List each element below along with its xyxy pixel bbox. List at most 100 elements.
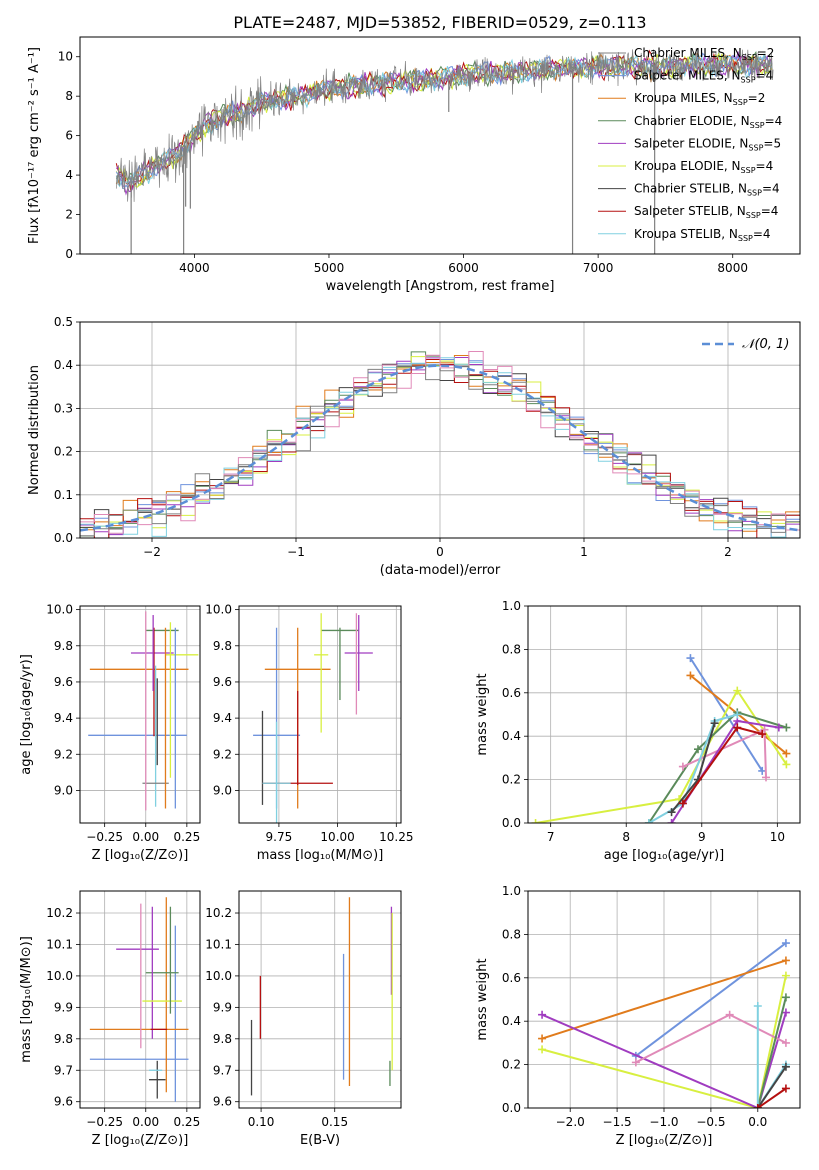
plus-marker xyxy=(686,654,695,663)
legend-entry: Salpeter STELIB, NSSP=4 xyxy=(634,204,778,220)
y-tick-label: 9.6 xyxy=(213,675,232,689)
weight-line xyxy=(541,1012,787,1108)
legend-text: Chabrier MILES, N xyxy=(634,46,742,60)
legend-tail: =2 xyxy=(748,91,766,105)
plus-marker xyxy=(667,819,676,823)
legend-tail: =4 xyxy=(756,159,774,173)
y-axis-label: Normed distribution xyxy=(27,365,42,495)
legend-tail: =4 xyxy=(762,182,780,196)
plus-marker xyxy=(781,993,790,1002)
legend-subscript: SSP xyxy=(748,143,763,152)
y-tick-label: 9.2 xyxy=(213,747,232,761)
x-tick-label: −1.5 xyxy=(603,1115,632,1129)
plot-area xyxy=(531,654,791,823)
y-tick-label: 0.0 xyxy=(54,531,73,545)
y-tick-label: 10.1 xyxy=(205,937,232,951)
weight-line xyxy=(635,942,787,1057)
y-tick-label: 0.5 xyxy=(54,315,73,329)
x-tick-label: 8 xyxy=(622,830,630,844)
y-tick-label: 0.6 xyxy=(502,971,521,985)
plus-marker xyxy=(531,819,540,823)
x-tick-label: 0.10 xyxy=(248,1115,275,1129)
legend-entry: 𝒩(0, 1) xyxy=(742,337,789,352)
plus-marker xyxy=(694,745,702,754)
axes-frame xyxy=(79,890,201,1109)
y-tick-label: 0.2 xyxy=(54,445,73,459)
y-tick-label: 10.0 xyxy=(205,603,232,617)
y-tick-label: 8 xyxy=(65,89,73,103)
panel-Z-mass: −0.25 0.00 0.25 9.6 9.7 9.8 9.9 10.0 10.1 10.2 Z [… xyxy=(19,890,201,1148)
legend-text: Salpeter STELIB, N xyxy=(634,204,746,218)
y-tick-label: 2 xyxy=(65,208,73,222)
y-axis-label: mass weight xyxy=(475,673,490,755)
x-tick-label: −0.25 xyxy=(86,830,123,844)
y-tick-label: 0.0 xyxy=(502,816,521,830)
y-tick-label: 0.8 xyxy=(502,642,521,656)
weight-line xyxy=(648,711,787,823)
y-tick-label: 9.6 xyxy=(54,1095,73,1109)
legend-entry: Chabrier ELODIE, NSSP=4 xyxy=(634,114,782,130)
y-tick-label: 9.0 xyxy=(213,783,232,797)
observed-spectrum xyxy=(115,48,774,202)
axes-frame xyxy=(238,890,402,1109)
axes-frame xyxy=(79,36,801,255)
plus-marker xyxy=(781,1008,790,1017)
legend-text: Salpeter ELODIE, N xyxy=(634,136,748,150)
plus-marker xyxy=(782,723,791,732)
y-tick-label: 0.0 xyxy=(502,1101,521,1115)
y-tick-label: 9.9 xyxy=(54,1000,73,1014)
plus-marker xyxy=(781,1062,790,1071)
x-tick-label: 0.25 xyxy=(173,1115,200,1129)
x-axis-label: mass [log₁₀(M/M⊙)] xyxy=(257,848,384,863)
weight-line xyxy=(757,1087,787,1108)
panel-spectrum: 4000 5000 6000 7000 8000 0 2 4 6 8 10 wavelength [A… xyxy=(27,36,801,294)
x-axis-label: E(B-V) xyxy=(300,1133,340,1148)
y-axis-label: mass [log₁₀(M/M⊙)] xyxy=(19,936,34,1063)
y-tick-label: 10.2 xyxy=(205,906,232,920)
legend-subscript: SSP xyxy=(742,53,757,62)
weight-line xyxy=(756,1066,787,1108)
x-tick-label: −2 xyxy=(143,545,161,559)
axes-frame xyxy=(79,321,801,539)
x-tick-label: 2 xyxy=(724,545,732,559)
legend-tail: =4 xyxy=(765,114,783,128)
y-tick-label: 9.4 xyxy=(54,711,73,725)
y-axis-label: age [log₁₀(age/yr)] xyxy=(19,654,34,775)
panel-Z-age: −0.25 0.00 0.25 9.0 9.2 9.4 9.6 9.8 10.0 Z [log₁₀… xyxy=(19,603,201,863)
y-tick-label: 10.0 xyxy=(46,969,73,983)
normal-curve xyxy=(80,364,800,532)
legend-tail: =4 xyxy=(753,227,771,241)
panel-age-weight: 7 8 9 10 0.0 0.2 0.4 0.6 0.8 1.0 age [log₁₀(age/yr… xyxy=(475,599,801,863)
weight-line xyxy=(541,975,787,1108)
legend-text: Kroupa MILES, N xyxy=(634,91,733,105)
weight-line xyxy=(756,997,787,1108)
x-tick-label: 0 xyxy=(436,545,444,559)
y-tick-label: 9.2 xyxy=(54,747,73,761)
legend-entry: Chabrier STELIB, NSSP=4 xyxy=(634,182,780,198)
y-tick-label: 0.6 xyxy=(502,686,521,700)
plus-marker xyxy=(781,939,790,948)
histogram-step xyxy=(80,351,800,534)
plus-marker xyxy=(678,762,687,771)
plus-marker xyxy=(753,1104,762,1108)
y-tick-label: 9.7 xyxy=(54,1063,73,1077)
x-tick-label: 9 xyxy=(698,830,706,844)
y-tick-label: 9.9 xyxy=(213,1000,232,1014)
x-tick-label: 0.0 xyxy=(748,1115,767,1129)
y-tick-label: 0.1 xyxy=(54,488,73,502)
x-axis-label: wavelength [Angstrom, rest frame] xyxy=(326,279,555,294)
y-tick-label: 1.0 xyxy=(502,599,521,613)
plus-marker xyxy=(538,1034,547,1043)
plus-marker xyxy=(774,723,783,732)
y-tick-label: 9.0 xyxy=(54,783,73,797)
legend-subscript: SSP xyxy=(750,121,765,130)
legend-text: Kroupa ELODIE, N xyxy=(634,159,741,173)
y-tick-label: 0.4 xyxy=(502,1014,521,1028)
legend-entry: Chabrier MILES, NSSP=2 xyxy=(634,46,774,62)
legend-subscript: SSP xyxy=(741,166,756,175)
plot-area xyxy=(89,897,189,1102)
plot-area xyxy=(253,613,373,823)
legend-tail: =4 xyxy=(756,69,774,83)
y-tick-label: 10.2 xyxy=(46,906,73,920)
